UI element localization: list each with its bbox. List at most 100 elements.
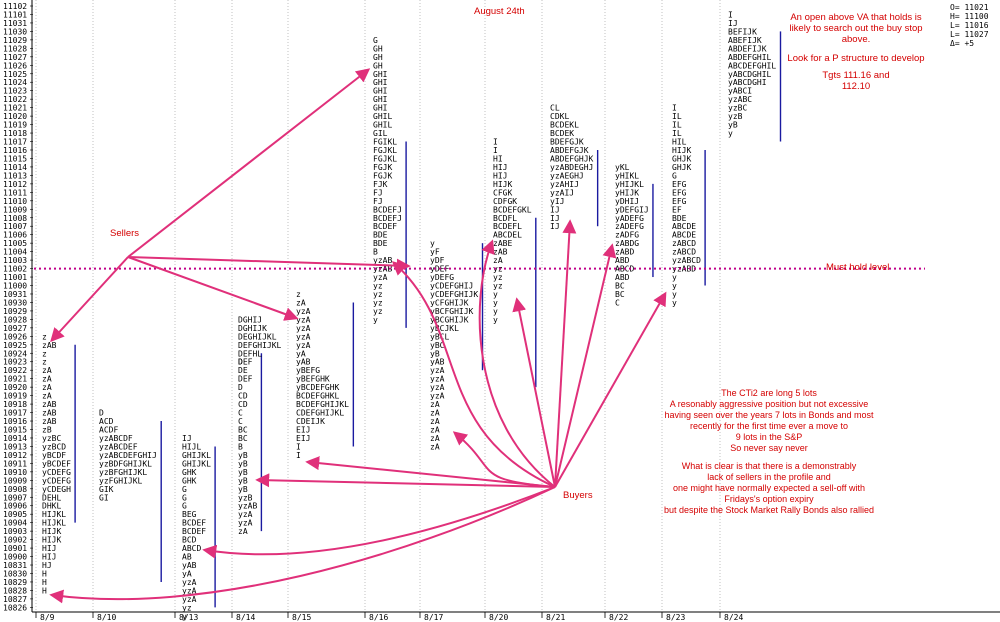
price-tick-label: 10926	[3, 332, 27, 341]
price-tick-label: 11005	[3, 239, 27, 248]
tpo-row: FGJK	[373, 163, 392, 172]
profile-8-24: IIJBEFIJKABEFIJKABDEFIJKABDEFGHILABCDEFG…	[728, 10, 782, 142]
tpo-row: yzA	[430, 366, 445, 375]
tpo-row: C	[238, 417, 243, 426]
tpo-row: zA	[238, 527, 248, 536]
tpo-row: BC	[615, 290, 625, 299]
tpo-row: IL	[672, 129, 682, 138]
tpo-row: yzABCDEFGHIJ	[99, 451, 157, 460]
tpo-row: ABDEFGHJK	[550, 154, 594, 163]
tpo-row: zAB	[42, 409, 57, 418]
tpo-row: HIJK	[493, 180, 512, 189]
tpo-row: z	[42, 332, 47, 341]
tpo-row: yzAB	[373, 265, 392, 274]
tpo-row: BCDEFGHIJKL	[296, 400, 349, 409]
reference-line-label: Must hold level	[826, 262, 889, 273]
price-tick-label: 10900	[3, 553, 27, 562]
tpo-row: D	[238, 358, 243, 367]
tpo-row: zA	[42, 366, 52, 375]
tpo-row: GH	[373, 44, 383, 53]
cti-note-line: recently for the first time ever a move …	[690, 421, 848, 431]
tpo-row: yzA	[238, 510, 253, 519]
price-tick-label: 11009	[3, 205, 27, 214]
status-low: L= 11016	[950, 21, 989, 30]
tpo-row: yzABDEGHJ	[550, 163, 593, 172]
tpo-row: GHI	[373, 95, 388, 104]
tpo-row: zA	[42, 375, 52, 384]
price-tick-label: 11028	[3, 44, 27, 53]
price-tick-label: 10915	[3, 426, 27, 435]
tpo-row: yBEFGHK	[296, 375, 330, 384]
tpo-row: DEFHL	[238, 349, 262, 358]
price-tick-label: 10907	[3, 493, 27, 502]
tpo-row: ABCD	[182, 544, 201, 553]
price-tick-label: 11102	[3, 2, 27, 11]
tpo-row: HIJK	[42, 536, 61, 545]
tpo-row: yB	[238, 485, 248, 494]
tpo-row: zA	[430, 409, 440, 418]
price-tick-label: 11003	[3, 256, 27, 265]
tpo-row: C	[238, 409, 243, 418]
tpo-row: zABE	[493, 239, 512, 248]
tpo-row: BDE	[373, 231, 388, 240]
tpo-row: yBCDF	[42, 451, 66, 460]
date-axis: 8/9 8/10 8/13 8/14 8/15 8/16 8/17 8/20 8/21 8/22 8…	[32, 611, 1000, 622]
tpo-row: z	[296, 290, 301, 299]
tpo-row: yF	[430, 248, 440, 257]
tpo-row: yzA	[296, 307, 311, 316]
tpo-row: H	[42, 586, 47, 595]
profile-8-14: DDEDEFDCDCDCCBCBCByByByByByByzByzAByzAyz…	[238, 353, 263, 536]
tpo-row: yBCL	[430, 332, 449, 341]
tpo-row: yzA	[296, 341, 311, 350]
tpo-row: GH	[373, 53, 383, 62]
tpo-row: CD	[238, 392, 248, 401]
price-tick-label: 10913	[3, 442, 27, 451]
tpo-row: ACDF	[99, 426, 118, 435]
tpo-row: yzA	[430, 392, 445, 401]
profile-8-22: yKLyHIKLyHIJKLyHIJKyDHIJyDEFGIJyADEFGzAD…	[615, 163, 654, 307]
tpo-row: IL	[672, 112, 682, 121]
tpo-row: BCDEFJ	[373, 205, 402, 214]
tpo-row: DEFGHIJKL	[238, 341, 282, 350]
tpo-row: zAB	[42, 417, 57, 426]
profile-8-9: zzABzzzAzAzAzAzABzABzABzByzBCyzBCDyBCDFy…	[42, 332, 76, 595]
tpo-row: zA	[430, 417, 440, 426]
tpo-row: yHIJKL	[615, 180, 644, 189]
price-tick-label: 11026	[3, 61, 27, 70]
tpo-row: yB	[238, 476, 248, 485]
tpo-row: BCDEFJ	[373, 214, 402, 223]
annotation-arrows	[49, 68, 667, 604]
tpo-row: ABDEFGHIL	[728, 53, 772, 62]
tpo-row: HIL	[672, 138, 687, 147]
price-tick-label: 10831	[3, 561, 27, 570]
tpo-row: ACD	[99, 417, 114, 426]
status-last: L= 11027	[950, 30, 989, 39]
top-note-line: An open above VA that holds is	[790, 12, 922, 23]
tpo-row: y	[182, 612, 187, 621]
tpo-row: FJK	[373, 180, 388, 189]
buyers-arrow	[255, 473, 556, 488]
tpo-row: H	[42, 578, 47, 587]
tpo-row: GHJK	[672, 154, 691, 163]
tpo-row: yz	[493, 265, 503, 274]
tpo-row: y	[493, 290, 498, 299]
profile-8-16: GGHGHGHGHIGHIGHIGHIGHIGHILGHILGILFGIKLFG…	[373, 36, 407, 328]
tpo-row: DGHIJK	[238, 324, 267, 333]
tpo-row: I	[493, 138, 498, 147]
tpo-row: HI	[493, 154, 503, 163]
price-tick-label: 11017	[3, 138, 27, 147]
price-tick-label: 11025	[3, 70, 27, 79]
tpo-row: B	[238, 442, 243, 451]
tpo-row: yABCI	[728, 87, 752, 96]
tpo-row: yDEFG	[430, 273, 454, 282]
cti-note-line: having seen over the years 7 lots in Bon…	[664, 410, 874, 420]
tpo-row: DGHIJ	[238, 315, 262, 324]
tpo-row: zA	[430, 400, 440, 409]
price-tick-label: 10904	[3, 519, 27, 528]
tpo-row: BDE	[373, 239, 388, 248]
conclusion-note-line: What is clear is that there is a demonst…	[682, 461, 857, 471]
price-tick-label: 11023	[3, 87, 27, 96]
tpo-row: yCDEGH	[42, 485, 71, 494]
tpo-row: FGJKL	[373, 154, 397, 163]
date-tick-label: 8/10	[97, 613, 116, 622]
